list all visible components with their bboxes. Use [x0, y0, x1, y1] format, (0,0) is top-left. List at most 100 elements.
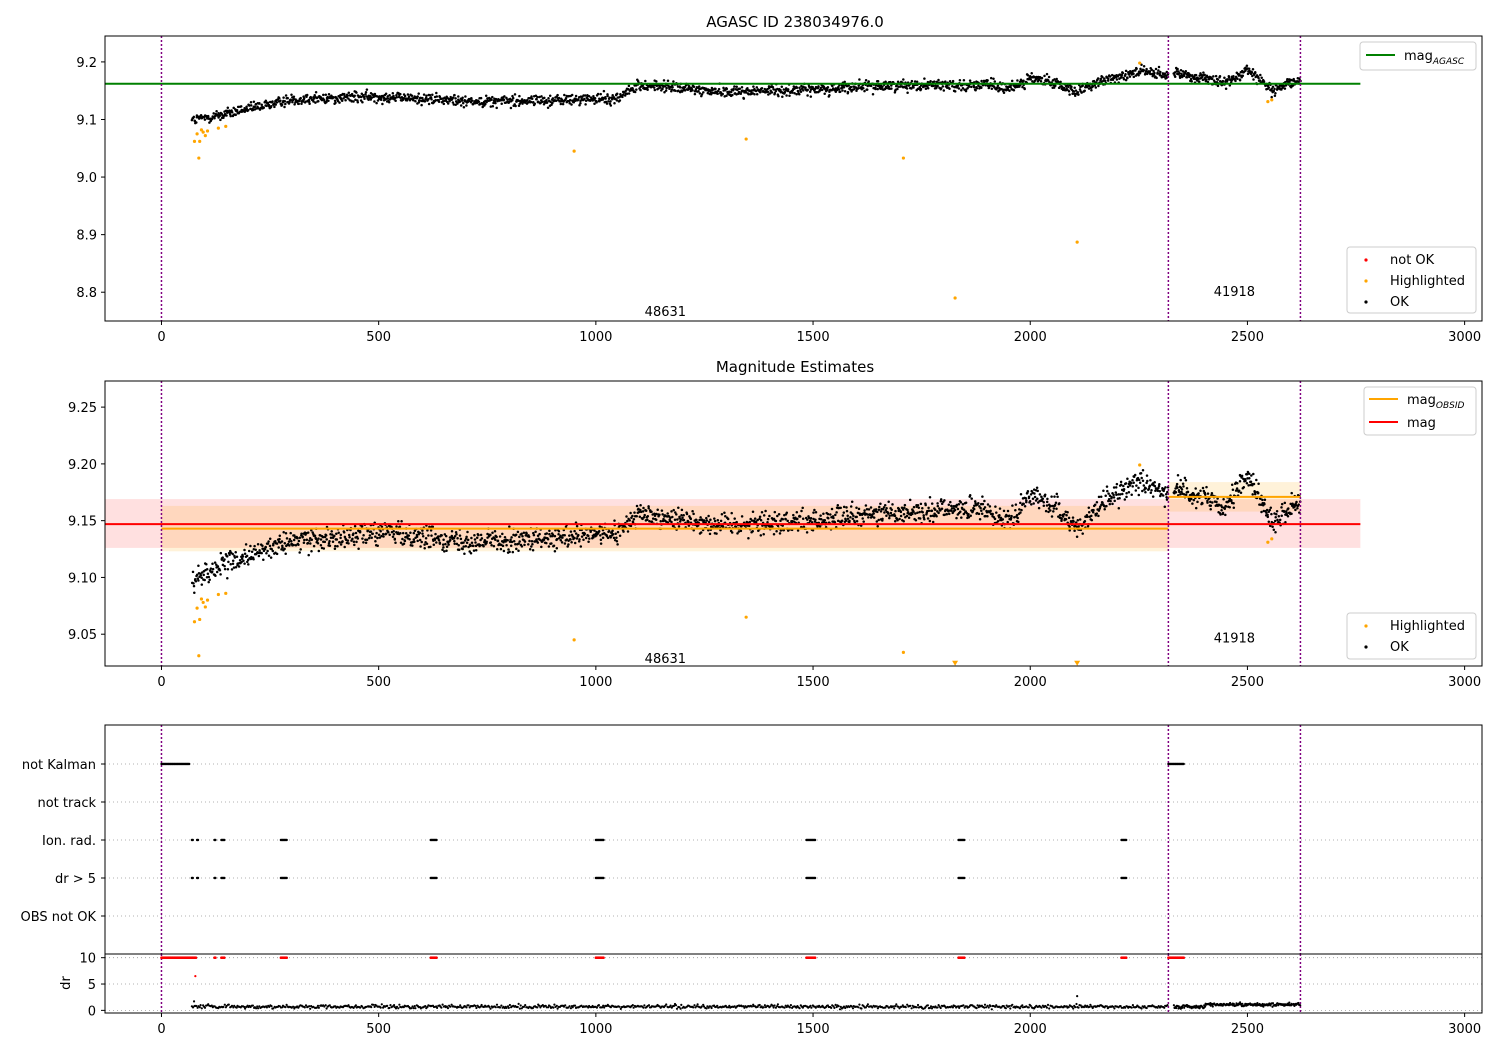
- x-tick-label: 2000: [1014, 330, 1047, 345]
- ok-point: [420, 103, 423, 107]
- ok-point: [722, 86, 725, 90]
- ok-point: [193, 591, 196, 594]
- ok-point: [460, 99, 464, 102]
- ok-point: [653, 88, 657, 92]
- ok-point: [1102, 79, 1105, 83]
- ok-point: [1212, 75, 1215, 78]
- ok-point: [689, 517, 693, 521]
- ok-point: [735, 85, 738, 89]
- y-tick-label: 9.15: [68, 515, 97, 530]
- ok-point: [1099, 505, 1102, 508]
- ok-point: [774, 519, 778, 523]
- legend-reference: magAGASC: [1359, 41, 1477, 71]
- ok-point: [612, 536, 616, 540]
- dr-point: [750, 1005, 754, 1008]
- ok-point: [536, 541, 540, 544]
- ok-point: [740, 515, 744, 518]
- ok-point: [699, 516, 702, 519]
- ok-point: [1032, 502, 1035, 505]
- axes-frame: [104, 35, 1483, 322]
- ok-point: [613, 102, 616, 105]
- ok-point: [532, 531, 535, 535]
- ok-point: [1097, 509, 1101, 512]
- ok-point: [747, 537, 750, 540]
- x-tick-label: 500: [366, 675, 391, 690]
- ok-point: [1020, 508, 1023, 512]
- ok-point: [1250, 474, 1253, 477]
- ok-point: [1180, 72, 1183, 76]
- ok-point: [871, 92, 875, 96]
- ok-point: [1273, 94, 1277, 98]
- ok-point: [1271, 525, 1274, 528]
- data-points: [190, 463, 1302, 666]
- ok-point: [959, 510, 962, 513]
- ok-point: [1165, 70, 1169, 74]
- dr-point: [440, 1006, 443, 1009]
- ok-point: [680, 513, 683, 517]
- ok-point: [1030, 72, 1033, 75]
- ok-point: [235, 555, 239, 559]
- ok-point: [747, 524, 751, 528]
- ok-point: [472, 549, 476, 552]
- ok-point: [1056, 495, 1059, 498]
- ok-point: [1153, 480, 1156, 484]
- ok-point: [1239, 491, 1243, 494]
- ok-point: [654, 518, 658, 522]
- ok-point: [568, 101, 571, 105]
- y-tick-label: 9.10: [68, 571, 97, 586]
- ok-point: [905, 514, 909, 518]
- ok-point: [666, 512, 669, 515]
- ok-point: [1081, 84, 1084, 88]
- ok-point: [440, 534, 443, 537]
- flag-point: [191, 838, 194, 842]
- ok-point: [466, 538, 470, 542]
- ok-point: [989, 509, 992, 513]
- ok-point: [1142, 65, 1146, 68]
- ok-point: [530, 97, 534, 101]
- ok-point: [1081, 532, 1084, 535]
- ok-point: [703, 519, 706, 522]
- ok-point: [888, 516, 891, 520]
- ok-point: [820, 88, 824, 92]
- ok-point: [872, 516, 876, 519]
- ok-point: [492, 101, 495, 105]
- ok-point: [253, 105, 257, 109]
- ok-point: [662, 517, 665, 521]
- ok-point: [606, 536, 610, 540]
- ok-point: [986, 79, 989, 82]
- ok-point: [572, 101, 576, 104]
- ok-point: [1263, 498, 1267, 502]
- ok-point: [644, 79, 647, 83]
- ok-point: [883, 511, 886, 514]
- ok-point: [608, 96, 611, 100]
- ok-point: [442, 546, 445, 549]
- ok-point: [574, 94, 578, 98]
- ok-point: [937, 78, 940, 82]
- ok-point: [528, 548, 532, 551]
- ok-point: [1124, 482, 1128, 485]
- ok-point: [271, 100, 274, 103]
- ok-point: [474, 541, 477, 544]
- ok-point: [1280, 88, 1283, 91]
- ok-point: [906, 508, 909, 512]
- ok-point: [335, 538, 339, 541]
- ok-point: [980, 79, 983, 83]
- dr-point: [412, 1007, 415, 1010]
- ok-point: [531, 542, 534, 546]
- ok-point: [1018, 85, 1021, 88]
- ok-point: [936, 502, 939, 505]
- ok-point: [1137, 478, 1141, 482]
- ok-point: [205, 563, 208, 566]
- ok-point: [864, 79, 868, 82]
- ok-point: [1158, 482, 1161, 486]
- ok-point: [653, 512, 656, 516]
- ok-point: [692, 85, 696, 88]
- ok-point: [773, 510, 777, 514]
- ok-point: [1246, 72, 1250, 76]
- ok-point: [317, 100, 320, 103]
- ok-point: [989, 76, 993, 80]
- ok-point: [968, 494, 972, 497]
- dr-point: [672, 1004, 676, 1008]
- flag-point: [602, 838, 605, 842]
